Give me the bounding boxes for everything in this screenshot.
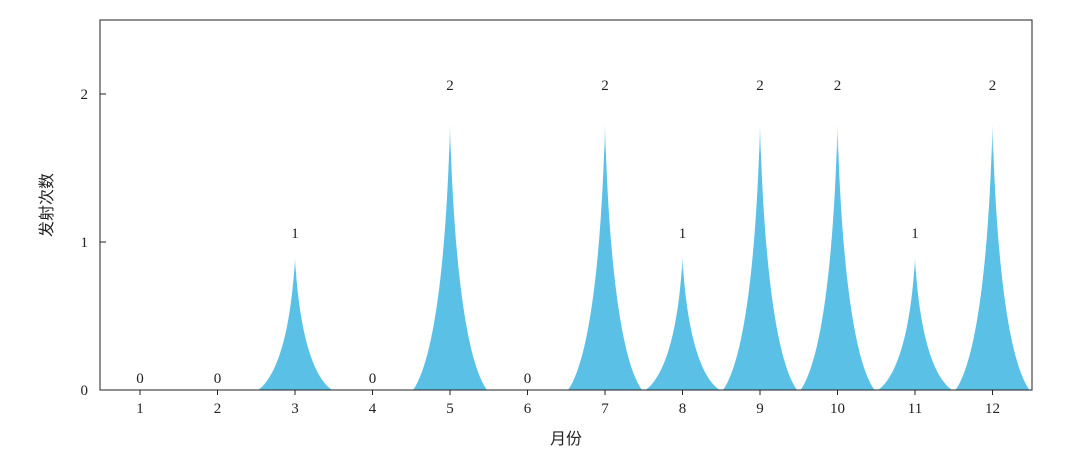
spike-bar-12 xyxy=(955,123,1030,390)
data-label: 1 xyxy=(291,226,299,242)
y-axis-ticks: 0 1 2 xyxy=(81,87,106,399)
y-tick-label: 0 xyxy=(81,383,89,399)
spikes-layer xyxy=(258,123,1030,390)
x-tick-label: 3 xyxy=(291,401,299,417)
x-tick-label: 8 xyxy=(679,401,687,417)
data-label: 0 xyxy=(136,371,144,387)
spike-bar-5 xyxy=(413,123,487,390)
x-tick-label: 2 xyxy=(214,401,222,417)
data-label: 2 xyxy=(834,78,842,94)
data-label: 0 xyxy=(214,371,222,387)
data-labels: 0 0 1 0 2 0 2 1 2 2 1 2 xyxy=(136,78,996,387)
data-label: 2 xyxy=(989,78,997,94)
spike-bar-9 xyxy=(723,123,797,390)
data-label: 2 xyxy=(601,78,609,94)
x-tick-label: 6 xyxy=(524,401,532,417)
x-tick-label: 1 xyxy=(136,401,144,417)
x-tick-label: 4 xyxy=(369,401,377,417)
spike-bar-7 xyxy=(568,123,642,390)
data-label: 0 xyxy=(524,371,532,387)
x-tick-label: 12 xyxy=(985,401,1000,417)
y-tick-label: 2 xyxy=(81,87,89,103)
data-label: 1 xyxy=(911,226,919,242)
x-axis-title: 月份 xyxy=(550,429,582,448)
data-label: 0 xyxy=(369,371,377,387)
x-tick-label: 11 xyxy=(908,401,922,417)
spike-bar-11 xyxy=(878,256,952,390)
x-tick-label: 7 xyxy=(601,401,609,417)
spike-bar-10 xyxy=(800,123,875,390)
x-tick-label: 5 xyxy=(446,401,454,417)
spike-bar-8 xyxy=(645,256,720,390)
data-label: 2 xyxy=(446,78,454,94)
y-tick-label: 1 xyxy=(81,235,89,251)
spike-bar-3 xyxy=(258,256,332,390)
y-axis-title: 发射次数 xyxy=(37,173,56,237)
plot-frame xyxy=(99,19,1033,391)
data-label: 1 xyxy=(679,226,687,242)
x-axis-ticks: 1 2 3 4 5 6 7 8 9 10 11 12 xyxy=(100,389,1032,417)
x-tick-label: 10 xyxy=(830,401,845,417)
data-label: 2 xyxy=(756,78,764,94)
x-tick-label: 9 xyxy=(756,401,764,417)
